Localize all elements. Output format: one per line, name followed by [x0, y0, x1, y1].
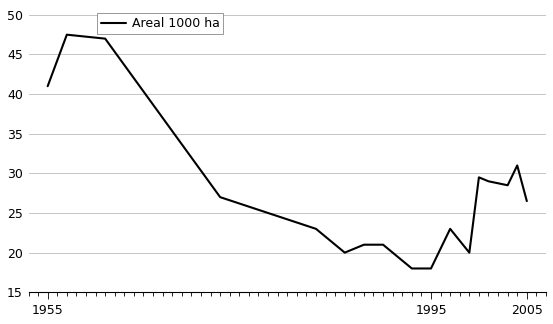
Areal 1000 ha [64, 33, 70, 37]
Areal 1000 ha [217, 195, 223, 199]
Areal 1000 ha [341, 251, 348, 255]
Areal 1000 ha [409, 267, 415, 271]
Areal 1000 ha [312, 227, 319, 231]
Areal 1000 ha [361, 243, 367, 247]
Areal 1000 ha [44, 84, 51, 88]
Areal 1000 ha [380, 243, 387, 247]
Areal 1000 ha [476, 175, 482, 179]
Areal 1000 ha [447, 227, 453, 231]
Areal 1000 ha [485, 179, 492, 183]
Areal 1000 ha [466, 251, 473, 255]
Legend: Areal 1000 ha: Areal 1000 ha [97, 13, 223, 34]
Areal 1000 ha [504, 183, 511, 187]
Areal 1000 ha [514, 164, 520, 168]
Areal 1000 ha [524, 199, 530, 203]
Line: Areal 1000 ha: Areal 1000 ha [48, 35, 527, 269]
Areal 1000 ha [102, 37, 108, 40]
Areal 1000 ha [427, 267, 434, 271]
